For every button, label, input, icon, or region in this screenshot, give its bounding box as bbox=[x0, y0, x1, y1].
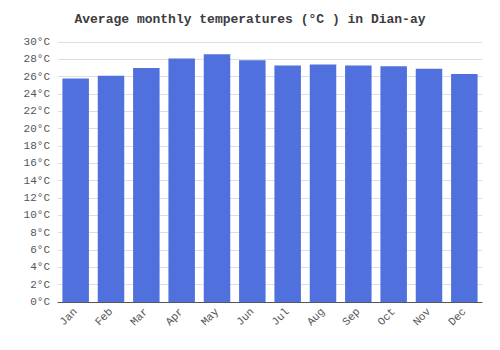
svg-text:20°C: 20°C bbox=[24, 123, 51, 135]
svg-text:30°C: 30°C bbox=[24, 36, 51, 48]
svg-text:2°C: 2°C bbox=[30, 279, 50, 291]
svg-text:16°C: 16°C bbox=[24, 157, 51, 169]
svg-text:22°C: 22°C bbox=[24, 105, 51, 117]
svg-text:May: May bbox=[199, 305, 222, 328]
svg-text:12°C: 12°C bbox=[24, 192, 51, 204]
svg-text:Feb: Feb bbox=[93, 306, 115, 328]
svg-text:4°C: 4°C bbox=[30, 261, 50, 273]
svg-text:Jul: Jul bbox=[269, 306, 291, 328]
svg-text:Jan: Jan bbox=[57, 306, 79, 328]
svg-text:26°C: 26°C bbox=[24, 71, 51, 83]
svg-text:Nov: Nov bbox=[411, 305, 434, 328]
svg-text:24°C: 24°C bbox=[24, 88, 51, 100]
svg-text:Mar: Mar bbox=[128, 306, 150, 328]
svg-text:8°C: 8°C bbox=[30, 227, 50, 239]
svg-text:Oct: Oct bbox=[375, 306, 397, 328]
svg-text:Jun: Jun bbox=[234, 306, 256, 328]
svg-text:Aug: Aug bbox=[305, 306, 327, 328]
svg-text:0°C: 0°C bbox=[30, 296, 50, 308]
svg-text:18°C: 18°C bbox=[24, 140, 51, 152]
svg-text:28°C: 28°C bbox=[24, 53, 51, 65]
svg-text:10°C: 10°C bbox=[24, 209, 51, 221]
svg-text:Dec: Dec bbox=[446, 306, 468, 328]
svg-text:Apr: Apr bbox=[163, 306, 185, 328]
svg-text:Average monthly temperatures (: Average monthly temperatures (°C ) in Di… bbox=[74, 12, 425, 27]
svg-text:14°C: 14°C bbox=[24, 175, 51, 187]
svg-text:6°C: 6°C bbox=[30, 244, 50, 256]
svg-text:Sep: Sep bbox=[340, 306, 362, 328]
